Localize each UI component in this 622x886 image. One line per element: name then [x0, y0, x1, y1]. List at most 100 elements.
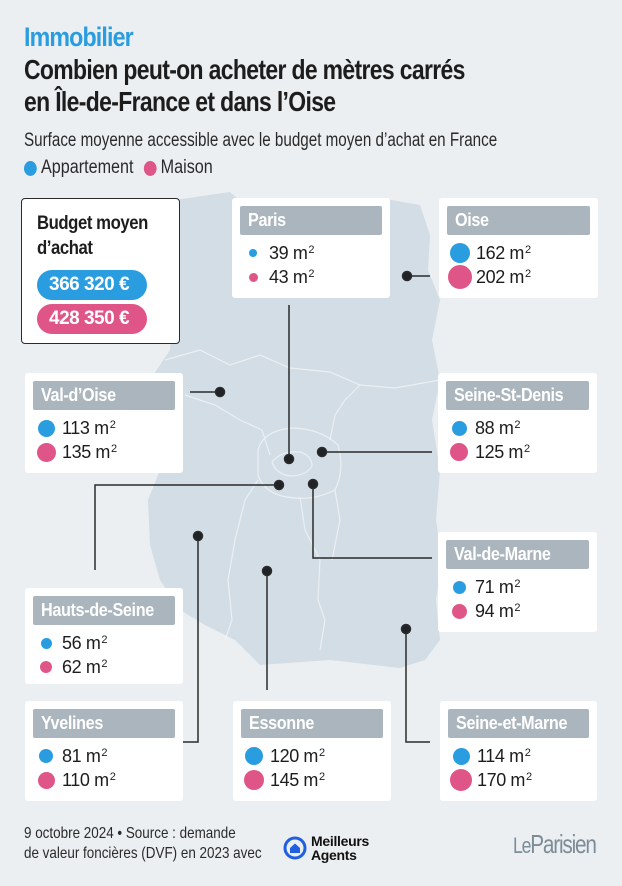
pink-dot-icon — [450, 443, 468, 461]
card-title: Yvelines — [33, 709, 175, 738]
budget-title-line2: d’achat — [37, 238, 93, 259]
legend-label: Appartement — [41, 157, 134, 178]
blue-dot-icon — [452, 580, 466, 594]
pink-dot-icon — [248, 272, 258, 282]
border-petite-couronne — [257, 427, 342, 499]
kicker: Immobilier — [24, 22, 134, 52]
card-val-doise: Val-d’Oise 113 m2 135 m2 — [25, 373, 183, 473]
blue-dot-icon — [249, 249, 257, 257]
value-maison: 145 m — [270, 769, 319, 790]
value-maison: 110 m — [62, 769, 109, 790]
row-appartement: 114 m2 — [448, 744, 589, 768]
border-vdm — [331, 489, 341, 561]
brand-name: Parisien — [530, 829, 597, 859]
exponent: 2 — [308, 267, 315, 280]
source-line1: 9 octobre 2024 • Source : demande — [24, 825, 236, 842]
source-line2: de valeur foncières (DVF) en 2023 avec — [24, 845, 262, 862]
row-maison: 125 m2 — [446, 440, 589, 464]
row-appartement: 162 m2 — [447, 241, 590, 265]
row-appartement: 113 m2 — [33, 416, 175, 440]
exponent: 2 — [101, 746, 108, 759]
card-title-text: Paris — [248, 210, 286, 230]
card-title: Seine-St-Denis — [446, 381, 589, 410]
brand-le: Le — [513, 833, 531, 858]
card-paris: Paris 39 m2 43 m2 — [232, 198, 390, 298]
card-seine-st-denis: Seine-St-Denis 88 m2 125 m2 — [438, 373, 597, 473]
row-maison: 170 m2 — [448, 768, 589, 792]
budget-appartement-badge: 366 320 € — [37, 270, 147, 300]
value-maison: 94 m — [475, 600, 514, 621]
card-title-text: Yvelines — [41, 713, 103, 733]
pink-dot-icon — [40, 661, 52, 673]
exponent: 2 — [109, 418, 116, 431]
border-essonne — [299, 496, 326, 651]
row-appartement: 88 m2 — [446, 416, 589, 440]
row-maison: 202 m2 — [447, 265, 590, 289]
budget-maison-badge: 428 350 € — [37, 304, 147, 334]
pink-dot-icon — [244, 770, 264, 790]
card-title: Oise — [447, 206, 590, 235]
exponent: 2 — [109, 770, 116, 783]
exponent: 2 — [514, 577, 521, 590]
page-title: Combien peut-on acheter de mètres carrés… — [24, 54, 465, 117]
value-appartement: 114 m — [477, 745, 524, 766]
pink-dot-icon — [36, 442, 56, 462]
blue-dot-icon — [245, 747, 263, 765]
row-appartement: 81 m2 — [33, 744, 175, 768]
blue-dot-icon — [451, 420, 467, 436]
value-appartement: 113 m — [62, 417, 109, 438]
legend: Appartement Maison — [24, 157, 218, 179]
card-title: Paris — [240, 206, 382, 235]
budget-title-line1: Budget moyen — [37, 213, 148, 234]
le-parisien-logo: LeParisien — [513, 829, 597, 860]
exponent: 2 — [319, 770, 325, 783]
row-appartement: 56 m2 — [33, 631, 175, 655]
exponent: 2 — [525, 267, 531, 280]
value-maison: 62 m — [62, 656, 101, 677]
card-essonne: Essonne 120 m2 145 m2 — [233, 701, 391, 801]
card-val-de-marne: Val-de-Marne 71 m2 94 m2 — [438, 532, 597, 632]
value-appartement: 71 m — [475, 576, 514, 597]
card-title-text: Val-d’Oise — [41, 385, 116, 405]
border-vdo — [184, 394, 271, 456]
exponent: 2 — [308, 243, 315, 256]
row-appartement: 71 m2 — [446, 575, 589, 599]
blue-dot-icon — [37, 419, 55, 437]
exponent: 2 — [526, 770, 532, 783]
budget-box: Budget moyen d’achat 366 320 € 428 350 € — [21, 198, 180, 344]
partner-name: Meilleurs Agents — [311, 834, 369, 862]
border-paris — [271, 451, 313, 477]
exponent: 2 — [101, 633, 108, 646]
value-appartement: 162 m — [476, 242, 525, 263]
card-title-text: Seine-St-Denis — [454, 385, 564, 405]
exponent: 2 — [101, 657, 108, 670]
partner-line2: Agents — [311, 847, 357, 863]
subtitle: Surface moyenne accessible avec le budge… — [24, 130, 498, 151]
row-maison: 110 m2 — [33, 768, 175, 792]
exponent: 2 — [524, 442, 530, 455]
card-title: Val-de-Marne — [446, 540, 589, 569]
row-appartement: 39 m2 — [240, 241, 382, 265]
value-maison: 125 m — [475, 441, 524, 462]
card-title-text: Hauts-de-Seine — [41, 600, 154, 620]
exponent: 2 — [525, 243, 531, 256]
pink-dot-icon — [143, 160, 157, 176]
pink-dot-icon — [451, 603, 467, 619]
card-oise: Oise 162 m2 202 m2 — [439, 198, 598, 298]
value-appartement: 120 m — [270, 745, 319, 766]
exponent: 2 — [319, 746, 325, 759]
card-hauts-de-seine: Hauts-de-Seine 56 m2 62 m2 — [25, 588, 183, 684]
exponent: 2 — [514, 418, 521, 431]
blue-dot-icon — [450, 243, 470, 263]
blue-dot-icon — [40, 637, 52, 649]
value-appartement: 39 m — [269, 242, 308, 263]
exponent: 2 — [514, 601, 521, 614]
row-appartement: 120 m2 — [241, 744, 383, 768]
row-maison: 135 m2 — [33, 440, 175, 464]
legend-item-maison: Maison — [143, 157, 213, 179]
source-note: 9 octobre 2024 • Source : demande de val… — [24, 824, 262, 864]
card-title-text: Seine-et-Marne — [456, 713, 568, 733]
row-maison: 62 m2 — [33, 655, 175, 679]
value-maison: 170 m — [477, 769, 526, 790]
value-appartement: 81 m — [62, 745, 101, 766]
